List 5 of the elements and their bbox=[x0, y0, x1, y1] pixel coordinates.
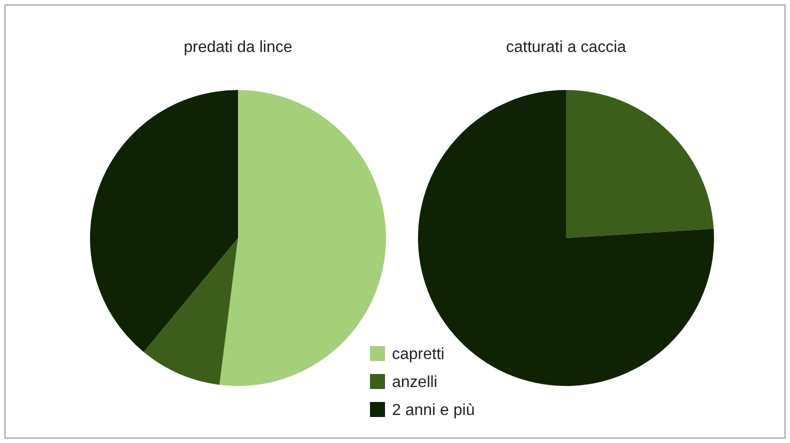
legend-label: anzelli bbox=[392, 374, 438, 391]
legend-label: capretti bbox=[392, 346, 444, 363]
legend-label: 2 anni e più bbox=[392, 402, 475, 419]
slice-label: predati da lince bbox=[184, 39, 292, 56]
slice-label: catturati a caccia bbox=[506, 39, 626, 56]
